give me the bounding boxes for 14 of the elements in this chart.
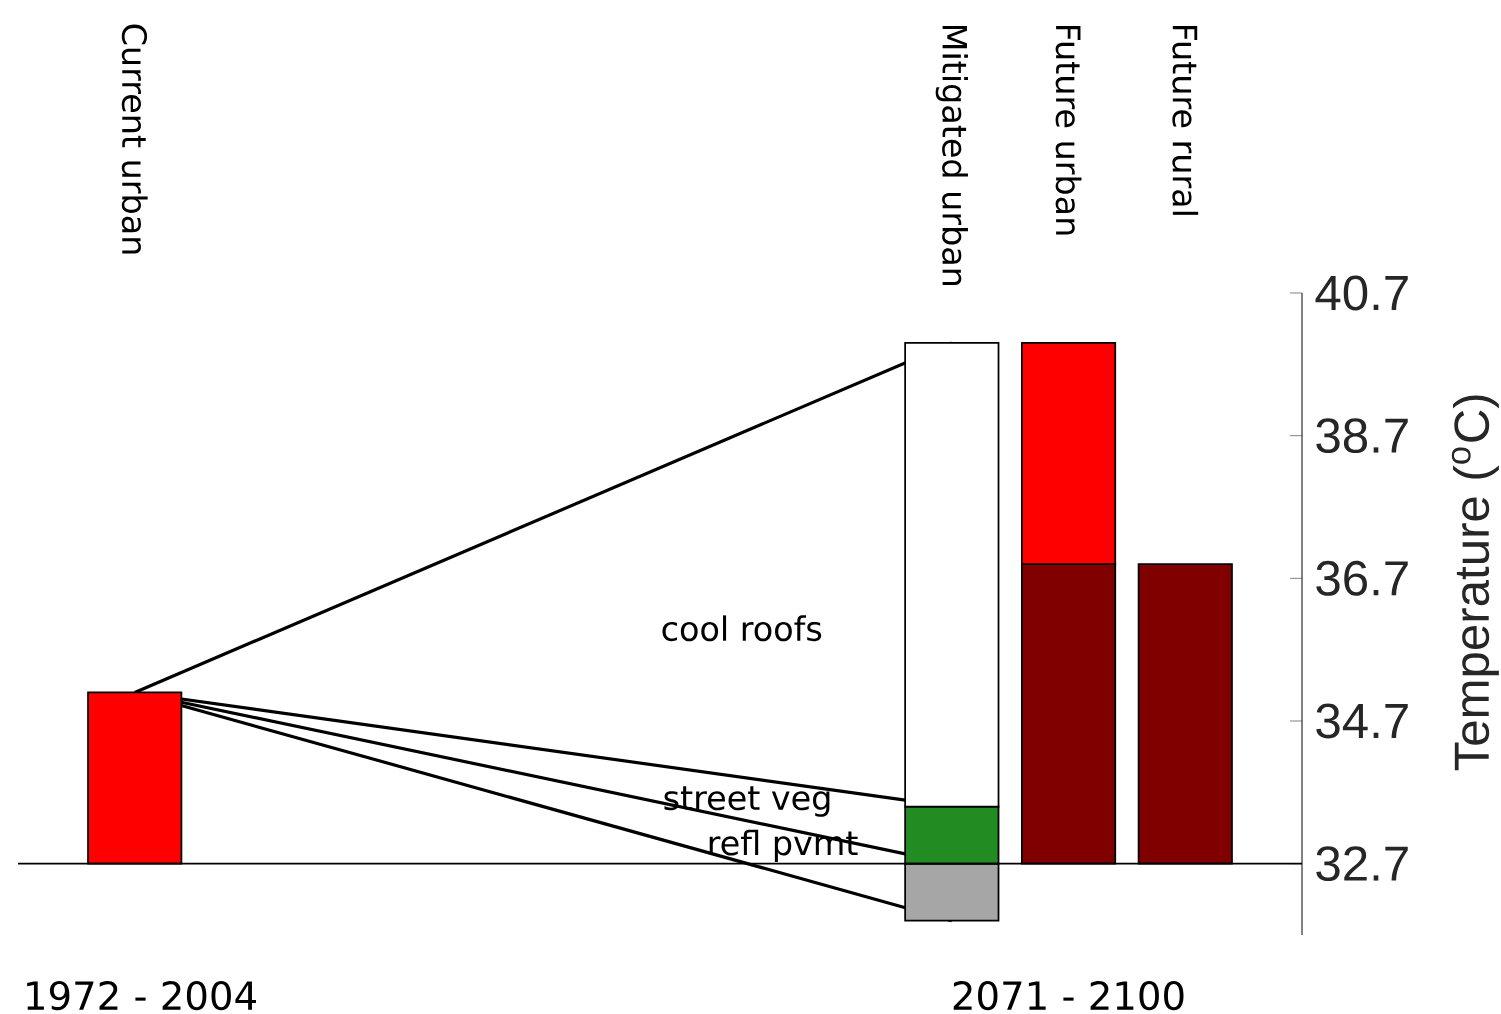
x-tick-label: Mitigated urban	[935, 25, 968, 286]
y-tick-label: 38.7	[1316, 418, 1408, 454]
y-tick-label: 34.7	[1316, 703, 1408, 739]
text: 2071 - 2100	[953, 981, 1184, 1011]
y-tick-label: 36.7	[1316, 560, 1408, 596]
annotation: street veg	[664, 786, 830, 817]
y-tick-label: 32.7	[1316, 846, 1408, 882]
x-tick-label: Future urban	[1055, 25, 1082, 235]
annotation: cool roofs	[662, 615, 822, 642]
text: 1972 - 2004	[27, 981, 256, 1011]
x-tick-label: Future rural	[1172, 25, 1199, 215]
x-tick-label: Current urban	[121, 24, 148, 254]
y-axis-title: Temperature ($^{o}$C)	[1451, 395, 1499, 771]
y-tick-label: 40.7	[1315, 275, 1408, 311]
